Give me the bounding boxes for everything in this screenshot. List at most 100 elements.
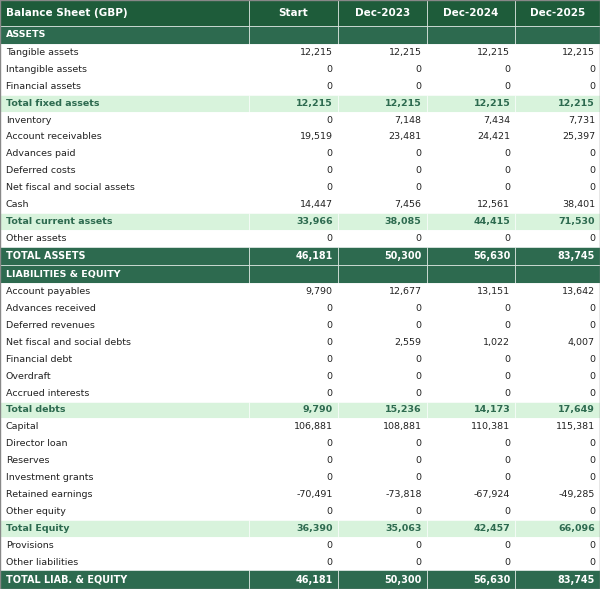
Bar xyxy=(515,351,600,368)
Text: 66,096: 66,096 xyxy=(558,524,595,532)
Bar xyxy=(0,418,249,435)
Bar xyxy=(249,162,338,179)
Bar xyxy=(427,402,515,418)
Text: 0: 0 xyxy=(416,558,422,567)
Text: Provisions: Provisions xyxy=(6,541,54,550)
Bar xyxy=(427,0,515,26)
Bar xyxy=(338,469,427,486)
Text: Advances received: Advances received xyxy=(6,304,96,313)
Text: Balance Sheet (GBP): Balance Sheet (GBP) xyxy=(6,8,128,18)
Text: 0: 0 xyxy=(505,82,511,91)
Bar xyxy=(338,230,427,247)
Text: 0: 0 xyxy=(327,338,333,347)
Text: 0: 0 xyxy=(505,558,511,567)
Bar xyxy=(338,519,427,537)
Text: Net fiscal and social assets: Net fiscal and social assets xyxy=(6,183,135,192)
Bar xyxy=(338,162,427,179)
Bar xyxy=(338,300,427,317)
Text: Reserves: Reserves xyxy=(6,456,49,465)
Bar xyxy=(427,519,515,537)
Text: 15,236: 15,236 xyxy=(385,405,422,415)
Text: -67,924: -67,924 xyxy=(474,490,511,499)
Text: Other equity: Other equity xyxy=(6,507,66,516)
Bar xyxy=(249,554,338,571)
Text: 9,790: 9,790 xyxy=(302,405,333,415)
Text: Dec-2025: Dec-2025 xyxy=(530,8,586,18)
Text: 0: 0 xyxy=(327,321,333,330)
Text: 0: 0 xyxy=(505,304,511,313)
Bar xyxy=(0,196,249,213)
Bar xyxy=(427,300,515,317)
Bar xyxy=(0,26,249,44)
Text: 0: 0 xyxy=(505,372,511,380)
Bar xyxy=(427,554,515,571)
Bar xyxy=(427,317,515,334)
Text: 19,519: 19,519 xyxy=(300,133,333,141)
Text: 24,421: 24,421 xyxy=(478,133,511,141)
Bar xyxy=(515,213,600,230)
Text: Net fiscal and social debts: Net fiscal and social debts xyxy=(6,338,131,347)
Bar xyxy=(427,418,515,435)
Bar xyxy=(249,128,338,145)
Bar xyxy=(427,26,515,44)
Bar xyxy=(515,554,600,571)
Bar xyxy=(0,537,249,554)
Bar xyxy=(338,317,427,334)
Bar xyxy=(427,385,515,402)
Text: Overdraft: Overdraft xyxy=(6,372,52,380)
Text: Account payables: Account payables xyxy=(6,287,90,296)
Text: 0: 0 xyxy=(589,166,595,175)
Bar xyxy=(338,486,427,503)
Bar xyxy=(515,469,600,486)
Bar xyxy=(249,469,338,486)
Text: 0: 0 xyxy=(505,456,511,465)
Bar xyxy=(427,351,515,368)
Bar xyxy=(427,486,515,503)
Bar xyxy=(0,265,249,283)
Text: 35,063: 35,063 xyxy=(385,524,422,532)
Bar xyxy=(427,61,515,78)
Bar xyxy=(427,179,515,196)
Bar xyxy=(515,503,600,519)
Text: 13,151: 13,151 xyxy=(477,287,511,296)
Bar xyxy=(249,247,338,265)
Text: 0: 0 xyxy=(327,304,333,313)
Text: 9,790: 9,790 xyxy=(306,287,333,296)
Text: -73,818: -73,818 xyxy=(385,490,422,499)
Bar xyxy=(427,334,515,351)
Bar xyxy=(515,300,600,317)
Bar xyxy=(0,247,249,265)
Bar xyxy=(427,162,515,179)
Text: Financial assets: Financial assets xyxy=(6,82,81,91)
Bar xyxy=(249,486,338,503)
Text: 0: 0 xyxy=(589,355,595,364)
Text: 17,649: 17,649 xyxy=(558,405,595,415)
Text: Advances paid: Advances paid xyxy=(6,149,76,158)
Bar xyxy=(427,213,515,230)
Text: 0: 0 xyxy=(505,473,511,482)
Bar xyxy=(515,61,600,78)
Text: 108,881: 108,881 xyxy=(383,422,422,431)
Bar xyxy=(515,111,600,128)
Text: 7,731: 7,731 xyxy=(568,115,595,124)
Text: 7,148: 7,148 xyxy=(395,115,422,124)
Text: Other liabilities: Other liabilities xyxy=(6,558,78,567)
Text: 0: 0 xyxy=(327,183,333,192)
Text: 0: 0 xyxy=(327,473,333,482)
Text: 1,022: 1,022 xyxy=(484,338,511,347)
Bar xyxy=(338,265,427,283)
Bar xyxy=(0,78,249,95)
Text: 0: 0 xyxy=(589,82,595,91)
Text: 50,300: 50,300 xyxy=(384,251,422,261)
Text: Dec-2024: Dec-2024 xyxy=(443,8,499,18)
Bar xyxy=(515,145,600,162)
Bar xyxy=(515,95,600,111)
Bar xyxy=(338,179,427,196)
Text: 50,300: 50,300 xyxy=(384,575,422,585)
Bar xyxy=(249,179,338,196)
Bar xyxy=(249,44,338,61)
Text: TOTAL ASSETS: TOTAL ASSETS xyxy=(6,251,86,261)
Bar xyxy=(249,368,338,385)
Text: 7,456: 7,456 xyxy=(395,200,422,209)
Bar xyxy=(427,368,515,385)
